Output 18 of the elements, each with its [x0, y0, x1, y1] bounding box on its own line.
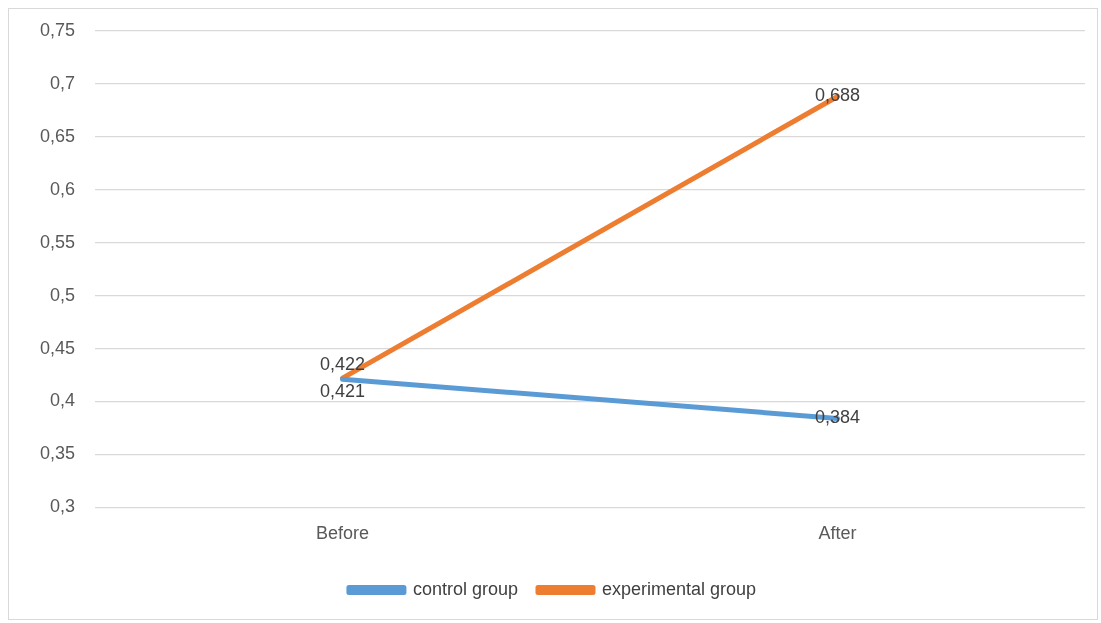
y-tick-label: 0,75 — [39, 19, 76, 40]
y-tick-label: 0,3 — [50, 496, 76, 517]
legend-label: experimental group — [601, 578, 757, 599]
data-label: 0,688 — [814, 85, 861, 106]
y-tick-label: 0,55 — [39, 231, 76, 252]
x-tick-label: Before — [316, 523, 370, 544]
y-tick-label: 0,45 — [39, 337, 76, 358]
legend-label: control group — [412, 578, 518, 599]
x-tick-label: After — [818, 523, 857, 544]
y-tick-label: 0,35 — [39, 443, 76, 464]
y-tick-label: 0,7 — [50, 72, 76, 93]
y-tick-label: 0,5 — [50, 284, 76, 305]
y-tick-label: 0,4 — [50, 390, 76, 411]
data-label: 0,384 — [814, 407, 861, 428]
data-label: 0,421 — [320, 381, 366, 402]
data-label: 0,422 — [320, 354, 366, 375]
y-tick-label: 0,6 — [50, 178, 76, 199]
y-tick-label: 0,65 — [39, 125, 76, 146]
